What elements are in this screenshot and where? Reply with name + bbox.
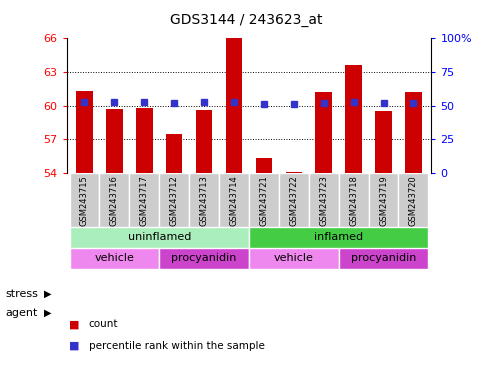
Bar (76, 91, 93, 173)
Text: count: count (89, 319, 118, 329)
Text: GSM243720: GSM243720 (409, 175, 418, 226)
FancyBboxPatch shape (339, 173, 369, 227)
Bar (136, 108, 152, 173)
Text: GSM243717: GSM243717 (140, 175, 149, 226)
Text: GSM243716: GSM243716 (110, 175, 119, 226)
FancyBboxPatch shape (219, 173, 249, 227)
FancyBboxPatch shape (189, 173, 219, 227)
Text: ■: ■ (69, 319, 79, 329)
Text: percentile rank within the sample: percentile rank within the sample (89, 341, 265, 351)
Bar (256, 159, 272, 173)
FancyBboxPatch shape (249, 227, 428, 248)
FancyBboxPatch shape (159, 248, 249, 269)
FancyBboxPatch shape (309, 173, 339, 227)
Text: GSM243713: GSM243713 (200, 175, 209, 226)
Text: GSM243719: GSM243719 (379, 175, 388, 226)
FancyBboxPatch shape (249, 248, 339, 269)
Text: GSM243718: GSM243718 (349, 175, 358, 226)
Bar (375, 111, 392, 173)
FancyBboxPatch shape (159, 173, 189, 227)
Text: GSM243715: GSM243715 (80, 175, 89, 226)
Text: inflamed: inflamed (314, 232, 363, 242)
FancyBboxPatch shape (70, 248, 159, 269)
Text: GSM243723: GSM243723 (319, 175, 328, 226)
Bar (405, 92, 422, 173)
FancyBboxPatch shape (249, 173, 279, 227)
FancyBboxPatch shape (70, 227, 249, 248)
Bar (285, 172, 302, 173)
Text: GSM243722: GSM243722 (289, 175, 298, 226)
FancyBboxPatch shape (100, 173, 129, 227)
Bar (196, 110, 212, 173)
Text: GSM243714: GSM243714 (230, 175, 239, 226)
Text: ▶: ▶ (44, 308, 52, 318)
Bar (316, 92, 332, 173)
Text: GSM243712: GSM243712 (170, 175, 178, 226)
Text: vehicle: vehicle (274, 253, 314, 263)
FancyBboxPatch shape (398, 173, 428, 227)
FancyBboxPatch shape (70, 173, 100, 227)
Text: GSM243721: GSM243721 (259, 175, 268, 226)
Text: vehicle: vehicle (95, 253, 134, 263)
Text: GDS3144 / 243623_at: GDS3144 / 243623_at (170, 13, 323, 27)
Text: agent: agent (5, 308, 37, 318)
Text: procyanidin: procyanidin (351, 253, 416, 263)
Bar (226, 37, 242, 173)
FancyBboxPatch shape (279, 173, 309, 227)
Bar (166, 134, 182, 173)
Text: stress: stress (5, 289, 38, 299)
Text: ▶: ▶ (44, 289, 52, 299)
Text: procyanidin: procyanidin (172, 253, 237, 263)
Bar (106, 109, 123, 173)
Bar (346, 65, 362, 173)
FancyBboxPatch shape (129, 173, 159, 227)
Text: uninflamed: uninflamed (128, 232, 191, 242)
FancyBboxPatch shape (369, 173, 398, 227)
Text: ■: ■ (69, 341, 79, 351)
FancyBboxPatch shape (339, 248, 428, 269)
